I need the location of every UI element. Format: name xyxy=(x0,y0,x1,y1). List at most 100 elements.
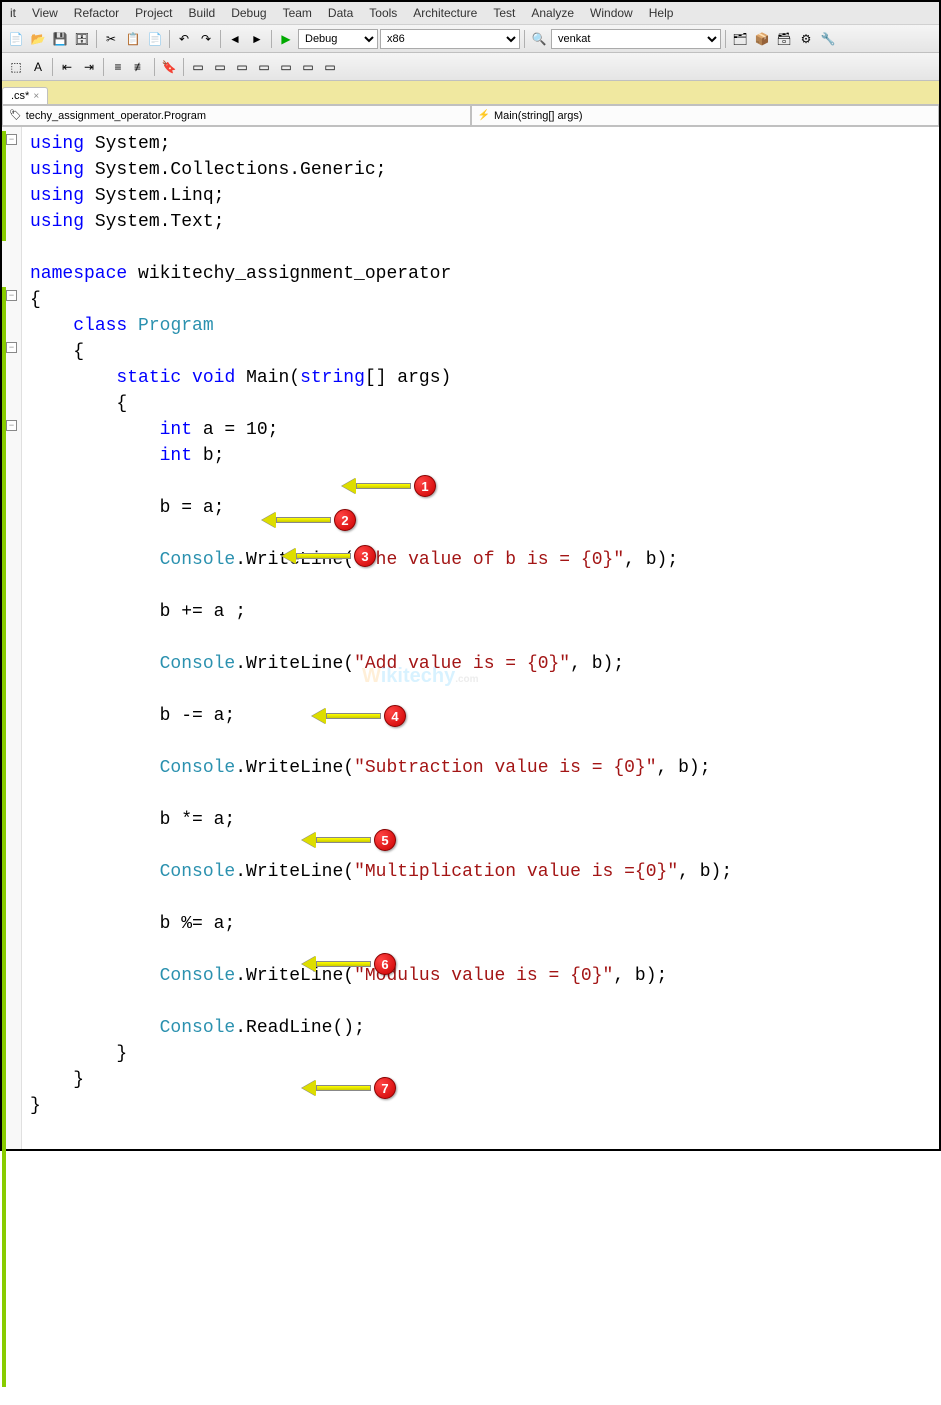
member-nav-combo[interactable]: ⚡ Main(string[] args) xyxy=(471,105,940,126)
cut-icon[interactable]: ✂ xyxy=(101,29,121,49)
outdent-icon[interactable]: ⇥ xyxy=(79,57,99,77)
type-name: Console xyxy=(160,966,236,986)
change-marker xyxy=(2,287,6,1387)
menu-debug[interactable]: Debug xyxy=(223,4,274,22)
arrow-head-icon xyxy=(282,548,296,564)
arrow-body xyxy=(316,837,371,843)
code-text xyxy=(30,446,160,466)
arrow-body xyxy=(276,517,331,523)
save-icon[interactable]: 💾 xyxy=(50,29,70,49)
win-icon[interactable]: ▭ xyxy=(188,57,208,77)
annotation-callout: 1 xyxy=(342,475,436,497)
annotation-callout: 4 xyxy=(312,705,406,727)
tab-close-icon[interactable]: × xyxy=(33,91,39,102)
toolbar-separator xyxy=(524,30,525,48)
keyword: class xyxy=(73,316,127,336)
ext5-icon[interactable]: 🔧 xyxy=(818,29,838,49)
menu-build[interactable]: Build xyxy=(181,4,224,22)
menu-window[interactable]: Window xyxy=(582,4,641,22)
undo-icon[interactable]: ↶ xyxy=(174,29,194,49)
config-combo[interactable]: Debug xyxy=(298,29,378,49)
menu-analyze[interactable]: Analyze xyxy=(523,4,582,22)
new-project-icon[interactable]: 📄 xyxy=(6,29,26,49)
keyword: void xyxy=(192,368,235,388)
menu-test[interactable]: Test xyxy=(485,4,523,22)
menu-team[interactable]: Team xyxy=(275,4,320,22)
arrow-body xyxy=(356,483,411,489)
menu-project[interactable]: Project xyxy=(127,4,180,22)
search-combo[interactable]: venkat xyxy=(551,29,721,49)
fold-toggle[interactable]: − xyxy=(6,420,17,431)
find-icon[interactable]: 🔍 xyxy=(529,29,549,49)
code-text: .WriteLine( xyxy=(235,862,354,882)
win-icon[interactable]: ▭ xyxy=(298,57,318,77)
win-icon[interactable]: ▭ xyxy=(320,57,340,77)
win-icon[interactable]: ▭ xyxy=(210,57,230,77)
menu-it[interactable]: it xyxy=(2,4,24,22)
number-badge: 7 xyxy=(374,1077,396,1099)
menu-architecture[interactable]: Architecture xyxy=(405,4,485,22)
number-badge: 6 xyxy=(374,953,396,975)
number-badge: 4 xyxy=(384,705,406,727)
code-text xyxy=(30,368,116,388)
secondary-toolbar: ⬚ A ⇤ ⇥ ≡ ≢ 🔖 ▭ ▭ ▭ ▭ ▭ ▭ ▭ xyxy=(2,53,939,81)
copy-icon[interactable]: 📋 xyxy=(123,29,143,49)
indent-icon[interactable]: ⇤ xyxy=(57,57,77,77)
code-content[interactable]: using System; using System.Collections.G… xyxy=(22,127,939,1149)
comment-icon[interactable]: ≡ xyxy=(108,57,128,77)
main-toolbar: 📄 📂 💾 🗄 ✂ 📋 📄 ↶ ↷ ◄ ► ▶ Debug x86 🔍 venk… xyxy=(2,25,939,53)
outline-gutter: − − − − xyxy=(2,127,22,1149)
toolbar-separator xyxy=(183,58,184,76)
arrow-body xyxy=(326,713,381,719)
open-icon[interactable]: 📂 xyxy=(28,29,48,49)
annotation-callout: 2 xyxy=(262,509,356,531)
type-nav-combo[interactable]: 🏷 techy_assignment_operator.Program xyxy=(2,105,471,126)
toolbar-separator xyxy=(52,58,53,76)
ext1-icon[interactable]: 🗂 xyxy=(730,29,750,49)
code-text xyxy=(30,966,160,986)
type-name: Console xyxy=(160,1018,236,1038)
win-icon[interactable]: ▭ xyxy=(254,57,274,77)
nav-fwd-icon[interactable]: ► xyxy=(247,29,267,49)
redo-icon[interactable]: ↷ xyxy=(196,29,216,49)
save-all-icon[interactable]: 🗄 xyxy=(72,29,92,49)
type-name: Program xyxy=(138,316,214,336)
class-icon: 🏷 xyxy=(9,110,22,121)
type-name: Console xyxy=(160,654,236,674)
menu-help[interactable]: Help xyxy=(641,4,682,22)
start-debug-icon[interactable]: ▶ xyxy=(276,29,296,49)
fold-toggle[interactable]: − xyxy=(6,134,17,145)
string-literal: "The value of b is = {0}" xyxy=(354,550,624,570)
paste-icon[interactable]: 📄 xyxy=(145,29,165,49)
ext3-icon[interactable]: 🗃 xyxy=(774,29,794,49)
document-tab[interactable]: .cs* × xyxy=(2,87,48,104)
keyword: using xyxy=(30,186,84,206)
ext2-icon[interactable]: 📦 xyxy=(752,29,772,49)
code-text xyxy=(30,1018,160,1038)
string-literal: "Add value is = {0}" xyxy=(354,654,570,674)
menu-tools[interactable]: Tools xyxy=(361,4,405,22)
nav-back-icon[interactable]: ◄ xyxy=(225,29,245,49)
win-icon[interactable]: ▭ xyxy=(276,57,296,77)
keyword: namespace xyxy=(30,264,127,284)
bookmark-icon[interactable]: 🔖 xyxy=(159,57,179,77)
string-literal: "Subtraction value is = {0}" xyxy=(354,758,656,778)
win-icon[interactable]: ▭ xyxy=(232,57,252,77)
uncomment-icon[interactable]: ≢ xyxy=(130,57,150,77)
fold-toggle[interactable]: − xyxy=(6,290,17,301)
menu-view[interactable]: View xyxy=(24,4,66,22)
ext4-icon[interactable]: ⚙ xyxy=(796,29,816,49)
t2-icon[interactable]: A xyxy=(28,57,48,77)
keyword: string xyxy=(300,368,365,388)
t2-icon[interactable]: ⬚ xyxy=(6,57,26,77)
arrow-head-icon xyxy=(302,1080,316,1096)
code-editor[interactable]: − − − − using System; using System.Colle… xyxy=(2,127,939,1149)
fold-toggle[interactable]: − xyxy=(6,342,17,353)
code-text: b = a; xyxy=(30,498,224,518)
menu-refactor[interactable]: Refactor xyxy=(66,4,127,22)
keyword: static xyxy=(116,368,181,388)
platform-combo[interactable]: x86 xyxy=(380,29,520,49)
menu-data[interactable]: Data xyxy=(320,4,361,22)
code-text: } xyxy=(30,1096,41,1116)
toolbar-separator xyxy=(154,58,155,76)
